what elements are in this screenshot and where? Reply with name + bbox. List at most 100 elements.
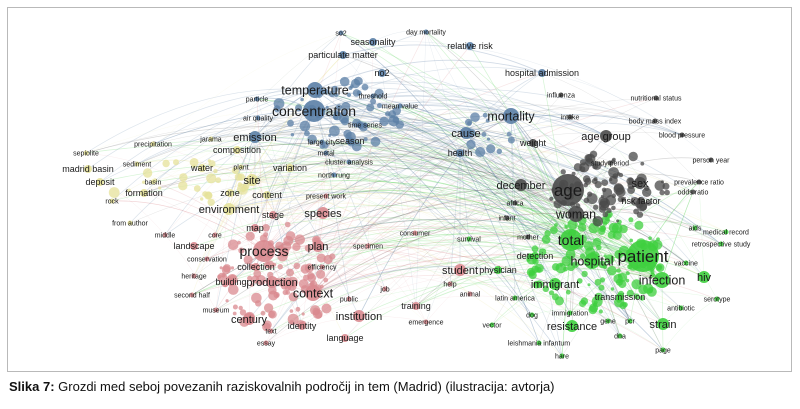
node-age[interactable] <box>552 174 584 206</box>
node-intake[interactable] <box>567 114 573 120</box>
node-resistance[interactable] <box>566 320 578 332</box>
node-from-author[interactable] <box>127 220 133 226</box>
node-content[interactable] <box>263 191 271 199</box>
node-production[interactable] <box>266 276 278 288</box>
node-middle[interactable] <box>162 232 168 238</box>
node-no2[interactable] <box>378 69 386 77</box>
node-hiv[interactable] <box>698 271 710 283</box>
node-core[interactable] <box>212 232 218 238</box>
node-infant[interactable] <box>504 215 510 221</box>
node-site[interactable] <box>246 174 258 186</box>
node-efficiency[interactable] <box>319 264 325 270</box>
node-plan[interactable] <box>312 240 324 252</box>
node-woman[interactable] <box>568 206 584 222</box>
node-blood-pressure[interactable] <box>679 132 685 138</box>
node-particulate-matter[interactable] <box>339 51 347 59</box>
node-environment[interactable] <box>223 203 235 215</box>
node-emission[interactable] <box>249 131 261 143</box>
node-species[interactable] <box>317 207 329 219</box>
node-hospital[interactable] <box>584 253 600 269</box>
node-consumer[interactable] <box>412 230 418 236</box>
node-hospital-admission[interactable] <box>538 69 546 77</box>
node-specimen[interactable] <box>365 243 371 249</box>
node-gene[interactable] <box>605 318 611 324</box>
node-odds-ratio[interactable] <box>690 189 696 195</box>
node-institution[interactable] <box>353 310 365 322</box>
node-dog[interactable] <box>529 312 535 318</box>
node-heritage[interactable] <box>191 273 197 279</box>
node-job[interactable] <box>382 286 388 292</box>
node-museum[interactable] <box>213 307 219 313</box>
node-help[interactable] <box>447 281 453 287</box>
node-zone[interactable] <box>226 189 234 197</box>
node-composition[interactable] <box>233 146 241 154</box>
node-century[interactable] <box>243 313 255 325</box>
node-map[interactable] <box>251 224 259 232</box>
node-time-series[interactable] <box>362 122 368 128</box>
node-so2[interactable] <box>338 30 344 36</box>
node-health[interactable] <box>456 149 464 157</box>
node-total[interactable] <box>560 229 582 251</box>
node-context[interactable] <box>305 285 321 301</box>
node-pcr[interactable] <box>627 318 633 324</box>
node-study-period[interactable] <box>607 160 613 166</box>
node-cluster-analysis[interactable] <box>346 159 352 165</box>
node-medical-record[interactable] <box>723 229 729 235</box>
node-training[interactable] <box>412 302 420 310</box>
node-text[interactable] <box>268 328 274 334</box>
node-student[interactable] <box>454 264 466 276</box>
node-essay[interactable] <box>263 340 269 346</box>
node-rock[interactable] <box>109 198 115 204</box>
node-second-half[interactable] <box>189 292 195 298</box>
node-sediment[interactable] <box>134 161 140 167</box>
node-season[interactable] <box>346 137 354 145</box>
node-december[interactable] <box>515 179 527 191</box>
node-formation[interactable] <box>140 189 148 197</box>
node-patient[interactable] <box>627 240 659 272</box>
node-temperature[interactable] <box>307 82 323 98</box>
node-risk-factor[interactable] <box>637 197 645 205</box>
node-vaccine[interactable] <box>683 260 689 266</box>
node-jarama[interactable] <box>208 136 214 142</box>
node-strain[interactable] <box>657 318 669 330</box>
node-day-mortality[interactable] <box>423 29 429 35</box>
node-landscape[interactable] <box>190 242 198 250</box>
node-air-quality[interactable] <box>255 115 261 121</box>
node-public[interactable] <box>346 296 352 302</box>
node-metal[interactable] <box>323 150 329 156</box>
node-weight[interactable] <box>529 139 537 147</box>
node-infection[interactable] <box>654 272 670 288</box>
node-cause[interactable] <box>460 127 472 139</box>
node-survival[interactable] <box>466 236 472 242</box>
node-sex[interactable] <box>634 177 646 189</box>
node-madrid-basin[interactable] <box>84 165 92 173</box>
node-concentration[interactable] <box>303 100 325 122</box>
node-aids[interactable] <box>692 225 698 231</box>
node-vector[interactable] <box>489 322 495 328</box>
node-latin-america[interactable] <box>512 295 518 301</box>
node-africa[interactable] <box>512 200 518 206</box>
node-precipitation[interactable] <box>150 141 156 147</box>
node-deposit[interactable] <box>96 178 104 186</box>
node-detection[interactable] <box>531 252 539 260</box>
node-water[interactable] <box>198 164 206 172</box>
node-mean-value[interactable] <box>397 103 403 109</box>
node-leishmania-infantum[interactable] <box>536 340 542 346</box>
node-retrospective-study[interactable] <box>718 241 724 247</box>
node-nutritional-status[interactable] <box>653 95 659 101</box>
node-immigration[interactable] <box>567 310 573 316</box>
node-emergence[interactable] <box>423 319 429 325</box>
node-age-group[interactable] <box>600 130 612 142</box>
node-present-work[interactable] <box>323 193 329 199</box>
node-mortality[interactable] <box>503 108 519 124</box>
node-stage[interactable] <box>269 211 277 219</box>
node-prevalence-ratio[interactable] <box>696 179 702 185</box>
node-large-city[interactable] <box>319 139 325 145</box>
node-building[interactable] <box>227 278 235 286</box>
node-physician[interactable] <box>494 266 502 274</box>
node-language[interactable] <box>341 334 349 342</box>
node-transmission[interactable] <box>616 293 624 301</box>
node-identity[interactable] <box>298 322 306 330</box>
node-particle[interactable] <box>254 96 260 102</box>
node-variation[interactable] <box>286 164 294 172</box>
